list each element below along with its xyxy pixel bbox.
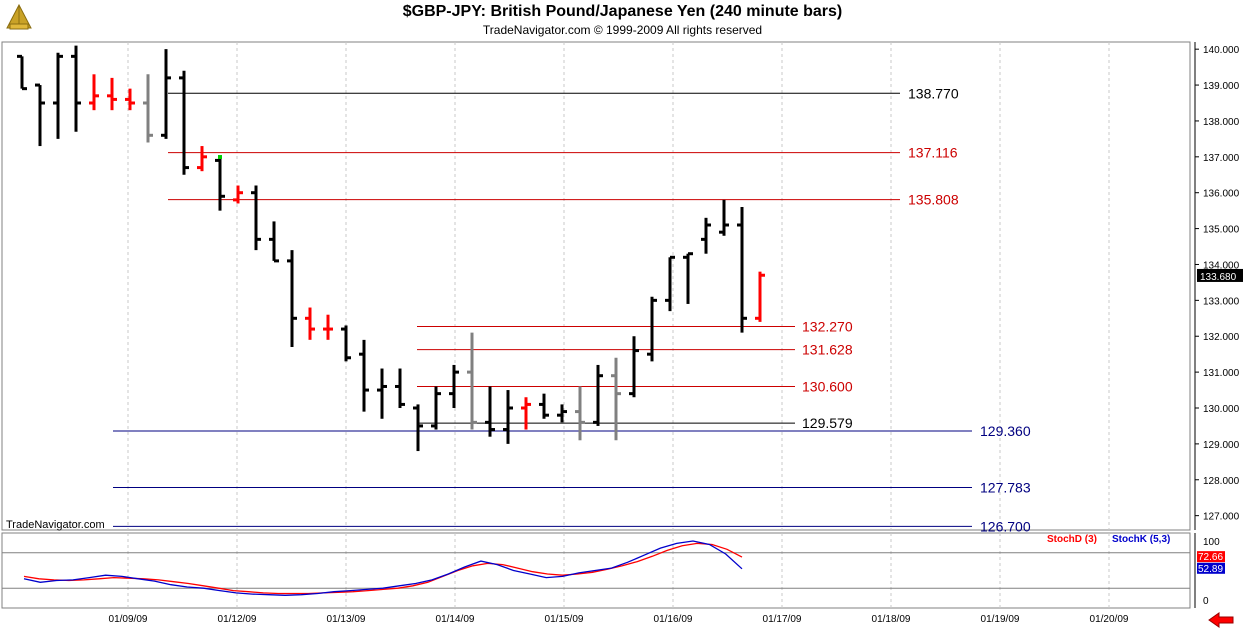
ohlc-bar [179,70,189,175]
ohlc-bar [53,52,63,139]
price-tick-label: 129.000 [1203,440,1240,451]
x-tick-label: 01/09/09 [109,614,148,625]
stochd-line [23,542,743,595]
price-tick-label: 136.000 [1203,189,1240,200]
level-label: 138.770 [908,85,959,101]
level-label: 127.783 [980,480,1031,496]
price-tick-label: 127.000 [1203,512,1240,523]
ohlc-bar [719,199,729,236]
stochd-last-box [1197,551,1225,563]
x-tick-label: 01/18/09 [872,614,911,625]
scroll-left-arrow-icon[interactable] [1207,612,1235,628]
watermark-text: TradeNavigator.com [6,519,105,531]
price-tick-label: 134.000 [1203,260,1240,271]
ohlc-bar [557,404,567,423]
ohlc-bar [215,156,225,211]
ohlc-bar [359,339,369,412]
x-tick-label: 01/19/09 [981,614,1020,625]
ohlc-bar [305,307,315,340]
ohlc-bar [611,357,621,441]
ohlc-bar [629,336,639,398]
level-label: 130.600 [802,378,853,394]
price-tick-label: 132.000 [1203,332,1240,343]
ohlc-bar [485,386,495,437]
ohlc-bar [395,368,405,408]
legend-stochd: StochD (3) [1047,534,1097,545]
ohlc-bar [197,146,207,172]
ohlc-bar [593,364,603,426]
ohlc-bar [647,296,657,362]
stochk-last-label: 52.89 [1198,564,1223,575]
ohlc-bar [287,250,297,347]
ohlc-bar [125,88,135,111]
stochd-last-label: 72.66 [1198,552,1223,563]
ohlc-bar [755,271,765,322]
level-label: 132.270 [802,319,853,335]
price-tick-label: 128.000 [1203,476,1240,487]
ohlc-bar [467,332,477,430]
x-tick-label: 01/14/09 [436,614,475,625]
ohlc-bar [413,404,423,452]
price-tick-label: 130.000 [1203,404,1240,415]
green-marker [218,155,222,160]
x-tick-label: 01/17/09 [763,614,802,625]
chart-subtitle: TradeNavigator.com © 1999-2009 All right… [482,23,763,37]
ohlc-bar [89,74,99,111]
price-tick-label: 133.000 [1203,296,1240,307]
stoch-tick-label: 0 [1203,596,1209,607]
ohlc-bar [269,221,279,263]
ohlc-bar [575,386,585,441]
x-tick-label: 01/16/09 [654,614,693,625]
level-label: 129.360 [980,423,1031,439]
ohlc-bar [683,252,693,304]
last-price-label: 133.680 [1200,272,1237,283]
level-label: 135.808 [908,192,959,208]
ohlc-bar [737,207,747,333]
ohlc-bar [161,49,171,139]
last-price-box [1197,268,1243,282]
ohlc-bar [251,185,261,251]
level-label: 126.700 [980,518,1031,534]
ohlc-bar [431,386,441,430]
level-label: 137.116 [908,145,958,161]
price-panel [1,41,1191,531]
ohlc-bar [341,325,351,362]
x-tick-label: 01/15/09 [545,614,584,625]
level-label: 129.579 [802,415,853,431]
ohlc-bar [107,77,117,111]
ohlc-bar [143,74,153,143]
level-label: 131.628 [802,342,853,358]
chart-title: $GBP-JPY: British Pound/Japanese Yen (24… [402,3,843,20]
ohlc-bar [503,390,513,444]
x-tick-label: 01/12/09 [218,614,257,625]
ohlc-bar [449,364,459,408]
stochk-last-box [1197,562,1225,574]
legend-stochk: StochK (5,3) [1112,534,1170,545]
stochk-line [23,540,743,596]
price-tick-label: 131.000 [1203,368,1240,379]
ohlc-bar [71,45,81,132]
x-tick-label: 01/13/09 [327,614,366,625]
price-tick-label: 139.000 [1203,81,1240,92]
price-tick-label: 137.000 [1203,153,1240,164]
ohlc-bar [539,393,549,419]
ohlc-bar [665,255,675,312]
price-tick-label: 138.000 [1203,117,1240,128]
ohlc-bar [17,54,27,91]
ohlc-bar [377,368,387,419]
trade-navigator-logo-icon [4,2,34,32]
price-tick-label: 140.000 [1203,45,1240,56]
ohlc-bar [35,83,45,147]
price-tick-label: 135.000 [1203,225,1240,236]
x-tick-label: 01/20/09 [1090,614,1129,625]
stoch-tick-label: 100 [1203,537,1220,548]
ohlc-bar [521,397,531,430]
ohlc-bar [233,185,243,204]
ohlc-bar [323,314,333,340]
ohlc-bar [701,217,711,254]
